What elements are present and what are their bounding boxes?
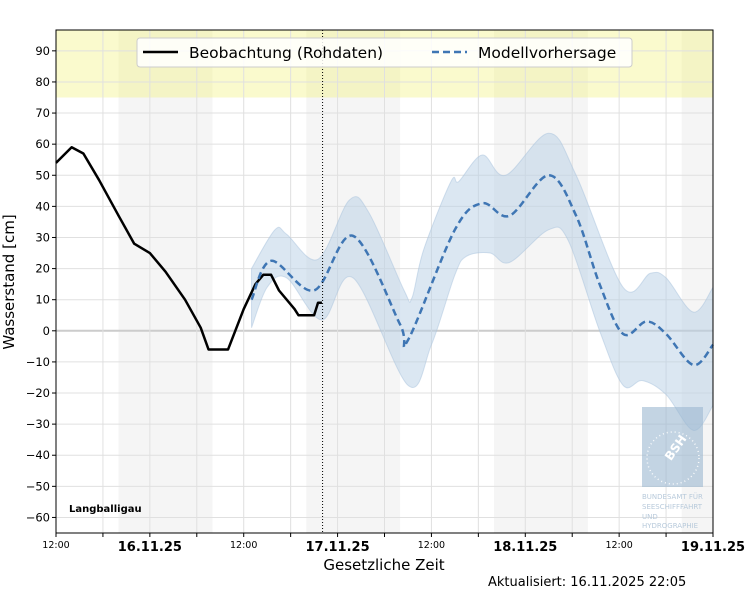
x-tick-label: 12:00 xyxy=(605,540,632,551)
y-tick-label: 90 xyxy=(35,44,50,58)
logo-line-1: BUNDESAMT FÜR xyxy=(642,492,703,501)
logo-line-2: SEESCHIFFFAHRT xyxy=(642,503,703,511)
y-tick-label: 70 xyxy=(35,106,50,120)
y-tick-label: 60 xyxy=(35,137,50,151)
x-tick-label: 18.11.25 xyxy=(493,540,557,555)
x-tick-label: 16.11.25 xyxy=(118,540,182,555)
x-tick-label: 17.11.25 xyxy=(305,540,369,555)
x-tick-label: 12:00 xyxy=(42,540,69,551)
y-axis-label: Wasserstand [cm] xyxy=(0,214,18,349)
y-tick-label: 30 xyxy=(35,230,50,244)
night-shade xyxy=(118,97,213,533)
y-tick-label: 50 xyxy=(35,168,50,182)
y-tick-label: −40 xyxy=(26,448,50,462)
plot-frame xyxy=(55,29,714,534)
y-tick-label: 80 xyxy=(35,75,50,89)
x-axis-label: Gesetzliche Zeit xyxy=(323,556,444,574)
logo-line-4: HYDROGRAPHIE xyxy=(642,522,698,530)
y-tick-label: 40 xyxy=(35,199,50,213)
y-tick-label: −30 xyxy=(26,417,50,431)
x-tick-label: 12:00 xyxy=(230,540,257,551)
station-label: Langballigau xyxy=(69,504,142,515)
x-tick-label: 12:00 xyxy=(418,540,445,551)
y-tick-label: −10 xyxy=(26,355,50,369)
bsh-logo: BSH BUNDESAMT FÜR SEESCHIFFFAHRT UND HYD… xyxy=(642,407,703,530)
updated-timestamp: Aktualisiert: 16.11.2025 22:05 xyxy=(488,575,686,590)
logo-line-3: UND xyxy=(642,513,658,521)
legend: Beobachtung (Rohdaten) Modellvorhersage xyxy=(136,37,633,68)
legend-forecast-label: Modellvorhersage xyxy=(478,44,616,62)
legend-observation-label: Beobachtung (Rohdaten) xyxy=(189,44,383,62)
x-tick-label: 19.11.25 xyxy=(681,540,745,555)
forecast-line xyxy=(250,174,714,367)
y-tick-label: 0 xyxy=(43,324,50,338)
y-tick-label: 10 xyxy=(35,293,50,307)
y-tick-label: 20 xyxy=(35,262,50,276)
observation-line xyxy=(55,146,322,351)
y-tick-label: −20 xyxy=(26,386,50,400)
y-tick-label: −50 xyxy=(26,479,50,493)
night-shade-warning xyxy=(681,30,713,98)
y-tick-label: −60 xyxy=(26,510,50,524)
forecast-confidence-band xyxy=(251,132,714,431)
